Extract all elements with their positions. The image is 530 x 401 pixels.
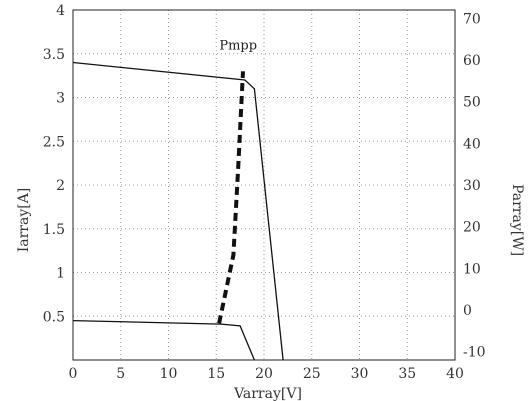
x-tick-labels: 0 5 10 15 20 25 30 35 40 (69, 366, 464, 382)
y-left-tick-label: 3.5 (43, 47, 65, 63)
y-right-tick-labels: -10 0 10 20 30 40 50 60 70 (463, 11, 486, 360)
annotations: Pmpp (219, 38, 257, 53)
x-tick-label: 5 (116, 366, 125, 382)
y-right-tick-label: 30 (463, 178, 481, 194)
iv-curve-line-0 (72, 61, 284, 361)
y-right-tick-label: 50 (463, 95, 481, 111)
x-tick-label: 10 (160, 366, 178, 382)
mpp-trajectory-line (217, 71, 245, 324)
x-tick-label: 30 (351, 366, 369, 382)
y-left-tick-label: 2 (56, 178, 65, 194)
y-right-axis-label: Parray[W] (509, 184, 525, 256)
x-tick-label: 35 (398, 366, 416, 382)
plot-frame (72, 9, 456, 361)
y-right-tick-label: 40 (463, 136, 481, 152)
y-right-tick-label: 70 (463, 11, 481, 27)
y-right-tick-label: 60 (463, 53, 481, 69)
y-right-tick-label: 10 (463, 261, 481, 277)
y-left-tick-label: 0.5 (43, 309, 65, 325)
y-left-tick-labels: 0.5 1 1.5 2 2.5 3 3.5 4 (43, 3, 65, 325)
x-axis-label: Varray[V] (233, 386, 302, 401)
x-tick-label: 20 (255, 366, 273, 382)
annotation-label: Pmpp (219, 38, 257, 53)
y-left-tick-label: 1.5 (43, 222, 65, 238)
x-tick-label: 0 (69, 366, 78, 382)
series-lines (72, 61, 284, 361)
x-tick-label: 40 (446, 366, 464, 382)
y-left-axis-label: Iarray[A] (16, 188, 32, 253)
y-left-tick-label: 1 (56, 266, 65, 282)
x-tick-label: 15 (207, 366, 225, 382)
iv-curve-line-1 (72, 319, 255, 361)
x-tick-label: 25 (303, 366, 321, 382)
y-left-tick-label: 4 (56, 3, 65, 19)
y-right-tick-label: -10 (463, 345, 486, 361)
y-right-tick-label: 20 (463, 220, 481, 236)
y-left-tick-label: 2.5 (43, 134, 65, 150)
y-left-tick-label: 3 (56, 91, 65, 107)
y-right-tick-label: 0 (463, 303, 472, 319)
